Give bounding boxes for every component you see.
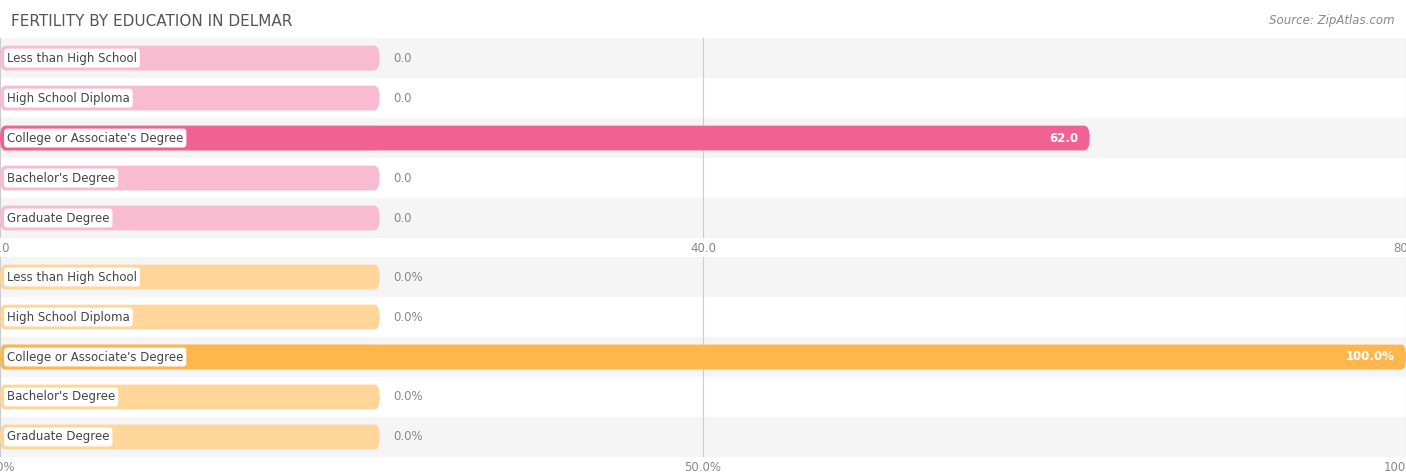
Text: High School Diploma: High School Diploma (7, 310, 129, 324)
Text: 0.0: 0.0 (394, 171, 412, 185)
Text: Bachelor's Degree: Bachelor's Degree (7, 390, 115, 404)
Text: 0.0%: 0.0% (394, 310, 423, 324)
FancyBboxPatch shape (0, 345, 380, 369)
Bar (0, 198, 1406, 238)
Text: Graduate Degree: Graduate Degree (7, 211, 110, 225)
Bar (0, 297, 1406, 337)
Text: FERTILITY BY EDUCATION IN DELMAR: FERTILITY BY EDUCATION IN DELMAR (11, 14, 292, 30)
FancyBboxPatch shape (0, 126, 380, 150)
Text: Graduate Degree: Graduate Degree (7, 430, 110, 444)
Bar (0, 78, 1406, 118)
Text: 0.0%: 0.0% (394, 390, 423, 404)
FancyBboxPatch shape (0, 166, 380, 190)
FancyBboxPatch shape (0, 126, 1090, 150)
Bar (0, 118, 1406, 158)
Text: Source: ZipAtlas.com: Source: ZipAtlas.com (1270, 14, 1395, 27)
Text: 0.0: 0.0 (394, 211, 412, 225)
Bar (0, 337, 1406, 377)
Text: College or Associate's Degree: College or Associate's Degree (7, 131, 183, 145)
Text: Bachelor's Degree: Bachelor's Degree (7, 171, 115, 185)
Text: 0.0%: 0.0% (394, 270, 423, 284)
Text: Less than High School: Less than High School (7, 270, 136, 284)
FancyBboxPatch shape (0, 425, 380, 449)
Bar (0, 257, 1406, 297)
FancyBboxPatch shape (0, 385, 380, 409)
FancyBboxPatch shape (0, 345, 1406, 369)
FancyBboxPatch shape (0, 265, 380, 289)
Text: 62.0: 62.0 (1049, 131, 1078, 145)
FancyBboxPatch shape (0, 206, 380, 230)
Text: 0.0: 0.0 (394, 51, 412, 65)
FancyBboxPatch shape (0, 86, 380, 110)
Text: High School Diploma: High School Diploma (7, 91, 129, 105)
Text: 0.0: 0.0 (394, 91, 412, 105)
Text: 100.0%: 100.0% (1346, 350, 1395, 364)
Text: 0.0%: 0.0% (394, 430, 423, 444)
FancyBboxPatch shape (0, 46, 380, 70)
Text: Less than High School: Less than High School (7, 51, 136, 65)
Text: College or Associate's Degree: College or Associate's Degree (7, 350, 183, 364)
Bar (0, 38, 1406, 78)
FancyBboxPatch shape (0, 305, 380, 329)
Bar (0, 417, 1406, 457)
Bar (0, 158, 1406, 198)
Bar (0, 377, 1406, 417)
